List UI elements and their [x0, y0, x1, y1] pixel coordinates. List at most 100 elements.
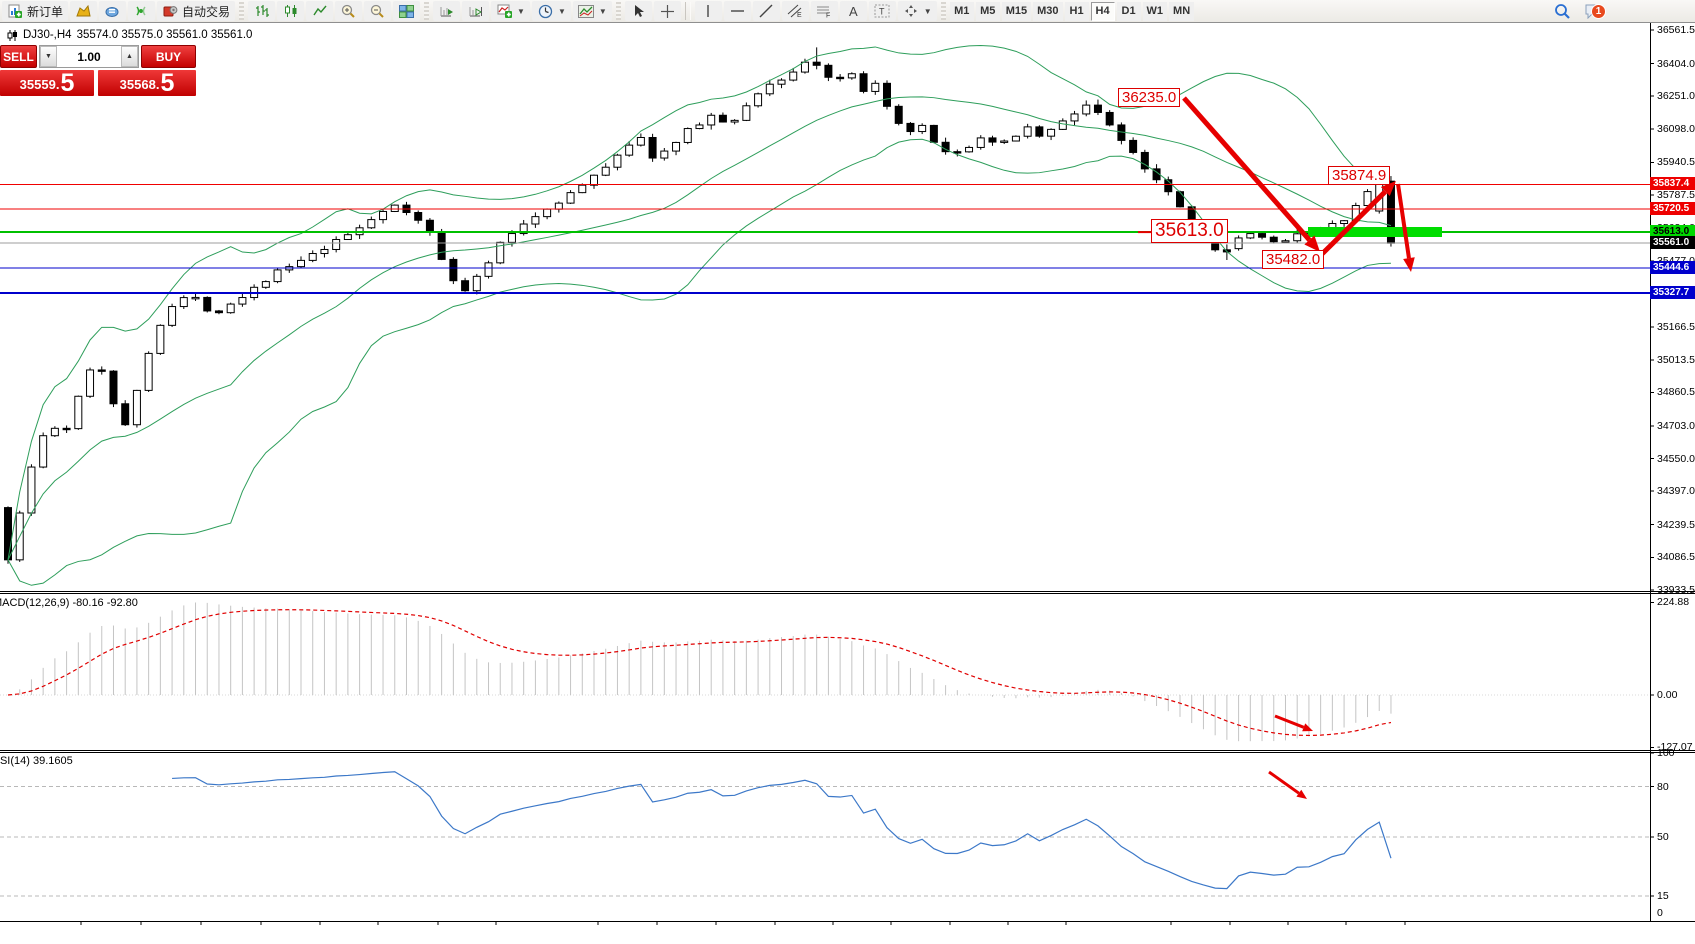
price-axis-tick: 34703.0: [1657, 419, 1695, 432]
timeframe-m1[interactable]: M1: [949, 1, 974, 21]
price-tag-35837.4: 35837.4: [1650, 177, 1695, 191]
volume-increase-button[interactable]: ▲: [121, 46, 138, 67]
crosshair-button[interactable]: [653, 1, 681, 21]
price-axis-tick: 35940.5: [1657, 156, 1695, 169]
templates-button[interactable]: ▼: [572, 1, 612, 21]
search-icon[interactable]: [1554, 3, 1571, 19]
volume-decrease-button[interactable]: ▼: [40, 46, 57, 67]
timeframe-w1[interactable]: W1: [1142, 1, 1168, 21]
annotation-35874.9[interactable]: 35874.9: [1328, 166, 1391, 186]
candlestick-chart-icon: [282, 3, 299, 19]
sell-price-pips: 5: [60, 69, 75, 97]
indicators-icon: [496, 3, 513, 19]
macd-values: -80.16 -92.80: [72, 597, 138, 609]
price-axis-tick: 34860.5: [1657, 386, 1695, 399]
equidistant-channel-button[interactable]: E: [781, 1, 809, 21]
toolbar-separator: [239, 2, 245, 20]
text-label-icon: T: [874, 3, 891, 19]
signals-button[interactable]: [128, 1, 156, 21]
profiles-button[interactable]: [70, 1, 98, 21]
timeframe-m5[interactable]: M5: [975, 1, 1000, 21]
timeframe-m15[interactable]: M15: [1001, 1, 1032, 21]
chart-window-icon: [6, 27, 18, 43]
auto-scroll-button[interactable]: [433, 1, 461, 21]
dropdown-caret: ▼: [517, 6, 525, 16]
timeframe-h4[interactable]: H4: [1090, 1, 1115, 21]
macd-axis-tick: 0.00: [1657, 689, 1678, 701]
indicators-button[interactable]: ▼: [491, 1, 530, 21]
rsi-axis-tick: 80: [1657, 780, 1669, 793]
price-axis-tick: 36098.0: [1657, 122, 1695, 135]
templates-icon: [578, 3, 595, 19]
market-watch-icon: [104, 3, 121, 19]
market-watch-button[interactable]: [99, 1, 127, 21]
price-tag-35561.0: 35561.0: [1650, 236, 1695, 250]
svg-text:E: E: [797, 12, 802, 18]
timeframe-h1[interactable]: H1: [1064, 1, 1089, 21]
annotation-35482.0[interactable]: 35482.0: [1262, 250, 1325, 270]
bar-chart-button[interactable]: [248, 1, 276, 21]
toolbar-separator: [684, 2, 691, 20]
toolbar-separator: [940, 2, 946, 20]
arrows-button[interactable]: ▼: [897, 1, 937, 21]
text-label-button[interactable]: T: [868, 1, 896, 21]
chart-shift-button[interactable]: [462, 1, 490, 21]
tile-windows-icon: [398, 3, 415, 19]
chart-shift-icon: [467, 3, 484, 19]
volume-value[interactable]: 1.00: [77, 49, 101, 64]
periods-button[interactable]: ▼: [531, 1, 571, 21]
vertical-line-icon: [700, 3, 717, 19]
line-chart-button[interactable]: [306, 1, 334, 21]
price-axis-tick: 36251.0: [1657, 90, 1695, 103]
autotrading-button[interactable]: 自动交易: [157, 1, 236, 21]
macd-label: MACD(12,26,9) -80.16 -92.80: [0, 597, 138, 609]
price-axis-tick: 36561.5: [1657, 24, 1695, 36]
arrows-icon: [903, 3, 920, 19]
dropdown-caret: ▼: [923, 6, 932, 16]
zoom-out-button[interactable]: [364, 1, 392, 21]
price-axis-tick: 33933.5: [1657, 583, 1695, 596]
text-button[interactable]: A: [839, 1, 867, 21]
price-axis-tick: 35166.5: [1657, 321, 1695, 334]
trendline-icon: [758, 3, 775, 19]
toolbar-separator: [424, 2, 430, 20]
new-order-button[interactable]: 新订单: [2, 1, 69, 21]
timeframe-d1[interactable]: D1: [1116, 1, 1141, 21]
fibonacci-icon: F: [816, 3, 833, 19]
new-order-label: 新订单: [27, 4, 64, 19]
candlestick-chart-button[interactable]: [277, 1, 305, 21]
clock-icon: [537, 3, 554, 19]
buy-price[interactable]: 35568. 5: [98, 70, 196, 96]
line-chart-icon: [311, 3, 328, 19]
timeframe-m30[interactable]: M30: [1033, 1, 1063, 21]
price-axis-tick: 35013.5: [1657, 353, 1695, 366]
horizontal-line-button[interactable]: [723, 1, 751, 21]
vertical-line-button[interactable]: [694, 1, 722, 21]
fibonacci-button[interactable]: F: [810, 1, 838, 21]
timeframe-mn[interactable]: MN: [1169, 1, 1195, 21]
rsi-axis-tick: 100: [1657, 746, 1675, 759]
buy-button[interactable]: BUY: [141, 45, 196, 68]
autotrading-label: 自动交易: [182, 4, 231, 19]
zoom-in-button[interactable]: [335, 1, 363, 21]
ohlc-values: 35574.0 35575.0 35561.0 35561.0: [76, 29, 253, 41]
sell-button[interactable]: SELL: [0, 45, 37, 68]
cursor-button[interactable]: [624, 1, 652, 21]
one-click-trading-panel: SELL ▼ 1.00 ▲ BUY 35559. 5 35568. 5: [0, 45, 196, 96]
tile-windows-button[interactable]: [393, 1, 421, 21]
zoom-out-icon: [369, 3, 386, 19]
macd-axis-tick: 224.88: [1657, 596, 1690, 609]
symbol-period: DJ30-,H4: [23, 29, 72, 41]
rsi-value: 39.1605: [32, 755, 73, 767]
rsi-label: RSI(14) 39.1605: [0, 755, 73, 767]
macd-axis-tick: -127.07: [1657, 741, 1693, 754]
price-axis-tick: 34397.0: [1657, 485, 1695, 498]
price-tag-35613.0: 35613.0: [1650, 225, 1695, 239]
chart-canvas[interactable]: DJ30-,H4 35574.0 35575.0 35561.0 35561.0…: [0, 23, 1695, 944]
trendline-button[interactable]: [752, 1, 780, 21]
annotation-36235.0[interactable]: 36235.0: [1118, 88, 1181, 108]
annotation-35613.0[interactable]: 35613.0: [1151, 219, 1228, 243]
chat-notification-icon[interactable]: 1: [1581, 3, 1607, 19]
sell-price[interactable]: 35559. 5: [0, 70, 94, 96]
notification-badge: 1: [1591, 4, 1606, 19]
